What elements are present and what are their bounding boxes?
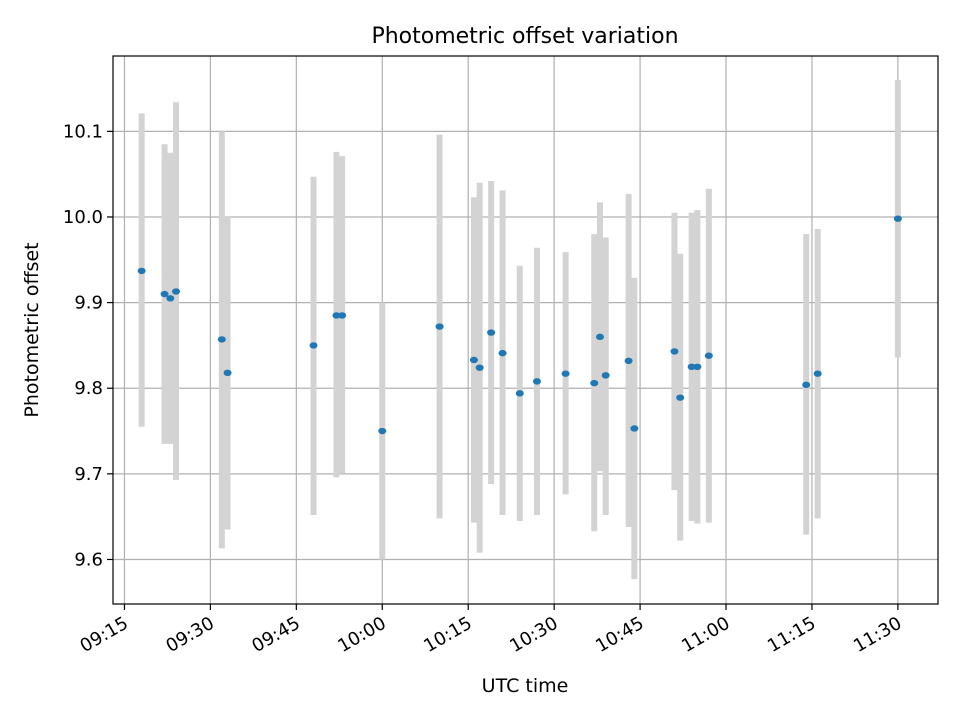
y-tick-label: 10.1 xyxy=(63,121,103,142)
x-tick-label: 09:45 xyxy=(248,613,303,657)
data-point xyxy=(561,370,570,377)
data-point xyxy=(223,369,232,377)
data-point xyxy=(590,379,599,387)
data-point xyxy=(487,329,496,336)
data-point xyxy=(338,312,347,319)
data-point xyxy=(469,356,478,364)
data-point xyxy=(813,370,822,377)
data-point xyxy=(515,390,524,397)
plot-frame xyxy=(112,55,939,605)
x-tick-label: 11:15 xyxy=(764,613,819,657)
data-point xyxy=(217,336,226,343)
data-point xyxy=(166,295,175,302)
data-point xyxy=(595,333,604,341)
grid xyxy=(113,56,938,604)
data-point xyxy=(532,378,541,385)
data-point xyxy=(378,427,387,435)
y-tick-label: 9.9 xyxy=(74,293,103,314)
data-point xyxy=(704,352,713,359)
data-point xyxy=(137,267,146,275)
x-tick-label: 10:00 xyxy=(334,613,389,657)
data-points xyxy=(137,215,902,435)
x-tick-label: 10:45 xyxy=(592,613,647,657)
data-point xyxy=(676,394,685,401)
data-point xyxy=(670,348,679,355)
data-point xyxy=(475,364,484,371)
y-tick-label: 9.8 xyxy=(74,378,103,399)
y-axis-label: Photometric offset xyxy=(21,242,43,417)
y-axis: 9.6 9.7 9.8 9.9 10.0 10.1 xyxy=(63,121,113,570)
x-tick-label: 10:15 xyxy=(420,613,475,657)
data-point xyxy=(160,290,169,298)
data-point xyxy=(687,363,696,371)
data-point xyxy=(802,381,811,388)
chart-title: Photometric offset variation xyxy=(371,24,678,49)
y-tick-label: 9.7 xyxy=(74,464,103,485)
data-point xyxy=(435,323,444,330)
x-tick-label: 11:00 xyxy=(678,613,733,657)
data-point xyxy=(693,363,702,371)
x-axis-label: UTC time xyxy=(482,675,569,697)
x-tick-label: 10:30 xyxy=(506,613,561,657)
data-point xyxy=(498,349,507,357)
x-tick-label: 09:30 xyxy=(162,613,217,657)
errorbars xyxy=(138,79,901,580)
x-tick-label: 09:15 xyxy=(77,613,132,657)
y-tick-label: 10.0 xyxy=(63,207,103,228)
y-tick-label: 9.6 xyxy=(74,549,103,570)
data-point xyxy=(172,288,181,295)
x-axis: 09:15 09:30 09:45 10:00 10:15 10:30 10:45 11:00… xyxy=(77,604,905,657)
data-point xyxy=(624,357,633,365)
data-point xyxy=(893,215,902,222)
x-tick-label: 11:30 xyxy=(850,613,905,657)
data-point xyxy=(332,312,341,319)
data-point xyxy=(601,372,610,379)
data-point xyxy=(309,342,318,349)
data-point xyxy=(630,425,639,432)
